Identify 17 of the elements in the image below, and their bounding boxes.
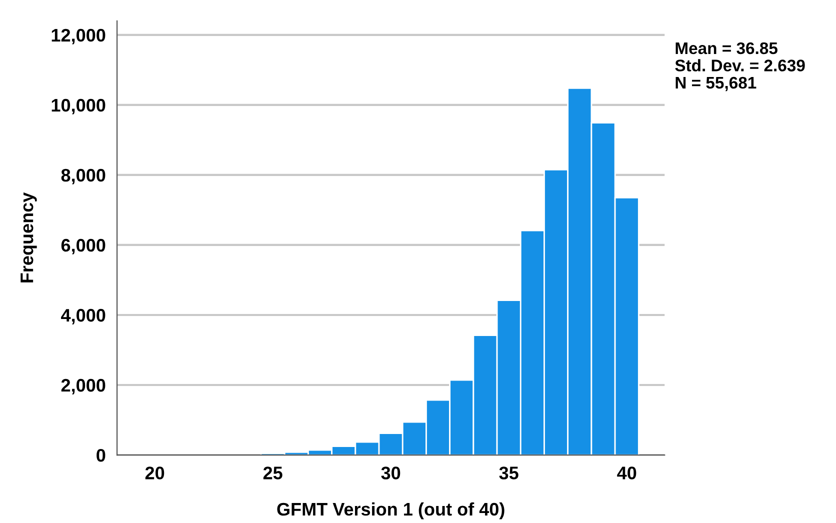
text: Mean = 36.85 bbox=[676, 42, 778, 54]
y-tick-label: 6,000 bbox=[61, 238, 106, 254]
x-tick-label: 40 bbox=[617, 466, 636, 480]
x-axis-title: GFMT Version 1 (out of 40) bbox=[277, 502, 504, 520]
x-tick-label: 20 bbox=[145, 466, 164, 480]
y-axis-title: Frequency bbox=[20, 192, 37, 282]
x-tick-label: 35 bbox=[499, 466, 518, 480]
y-tick-label: 10,000 bbox=[52, 98, 106, 114]
y-tick-label: 0 bbox=[96, 448, 106, 462]
text: Std. Dev. = 2.639 bbox=[675, 59, 805, 72]
y-tick-label: 12,000 bbox=[52, 28, 106, 44]
y-tick-label: 4,000 bbox=[61, 308, 106, 324]
x-tick-label: 25 bbox=[263, 466, 282, 480]
y-tick-label: 8,000 bbox=[61, 168, 106, 184]
x-tick-label: 30 bbox=[381, 466, 400, 480]
text: N = 55,681 bbox=[676, 76, 756, 92]
y-tick-label: 2,000 bbox=[61, 378, 106, 394]
